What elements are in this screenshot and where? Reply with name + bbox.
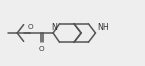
Text: NH: NH — [97, 23, 109, 32]
Text: O: O — [27, 24, 33, 30]
Text: O: O — [39, 46, 44, 52]
Text: N: N — [51, 23, 57, 32]
